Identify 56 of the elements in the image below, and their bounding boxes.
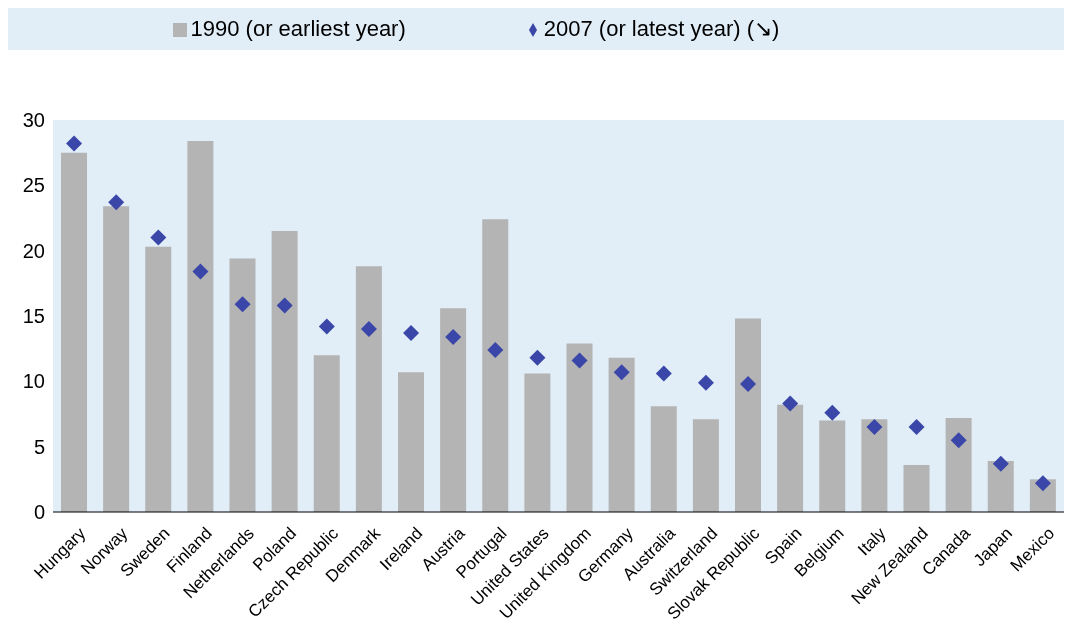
y-tick-label: 0 — [33, 501, 45, 524]
point — [655, 365, 672, 382]
bar — [398, 372, 424, 512]
bar — [187, 140, 214, 512]
bar — [987, 461, 1014, 512]
bar — [145, 246, 172, 512]
legend-label: 2007 (or latest year) (↘) — [543, 16, 780, 41]
point — [866, 419, 883, 436]
bar — [524, 373, 551, 512]
point — [445, 328, 462, 345]
point — [66, 135, 83, 152]
point — [360, 321, 377, 338]
point — [487, 341, 504, 358]
point — [824, 404, 841, 421]
point — [740, 375, 757, 392]
point — [908, 419, 925, 436]
bar — [819, 420, 846, 512]
y-tick-label: 25 — [22, 174, 45, 197]
y-tick-label: 10 — [22, 370, 45, 393]
y-tick-label: 20 — [22, 239, 45, 262]
point — [276, 297, 293, 314]
y-tick-label: 15 — [22, 305, 45, 328]
y-tick-label: 5 — [33, 435, 45, 458]
bar — [61, 152, 87, 512]
bar — [777, 404, 804, 512]
bar — [271, 231, 298, 512]
point — [150, 229, 167, 246]
bar — [566, 343, 593, 512]
point — [697, 374, 714, 391]
bar — [355, 266, 382, 512]
bar — [313, 355, 340, 512]
point — [571, 352, 588, 369]
point — [529, 349, 546, 366]
point — [192, 263, 209, 280]
bar — [861, 419, 888, 512]
point — [403, 324, 420, 341]
bar — [229, 258, 256, 512]
point — [108, 194, 125, 211]
point — [782, 395, 799, 412]
bar — [692, 419, 719, 512]
point — [318, 318, 335, 335]
bar — [650, 406, 677, 512]
legend-label: 1990 (or earliest year) — [190, 16, 406, 41]
bar — [440, 308, 467, 512]
bar — [103, 206, 130, 512]
y-tick-label: 30 — [22, 109, 45, 132]
bar — [608, 357, 635, 512]
bar — [903, 464, 930, 512]
bar — [945, 417, 972, 512]
bar — [735, 318, 761, 512]
point — [234, 296, 251, 313]
point — [950, 432, 967, 449]
point — [613, 364, 630, 381]
point — [1034, 475, 1051, 492]
bar — [482, 219, 509, 512]
point — [992, 455, 1009, 472]
